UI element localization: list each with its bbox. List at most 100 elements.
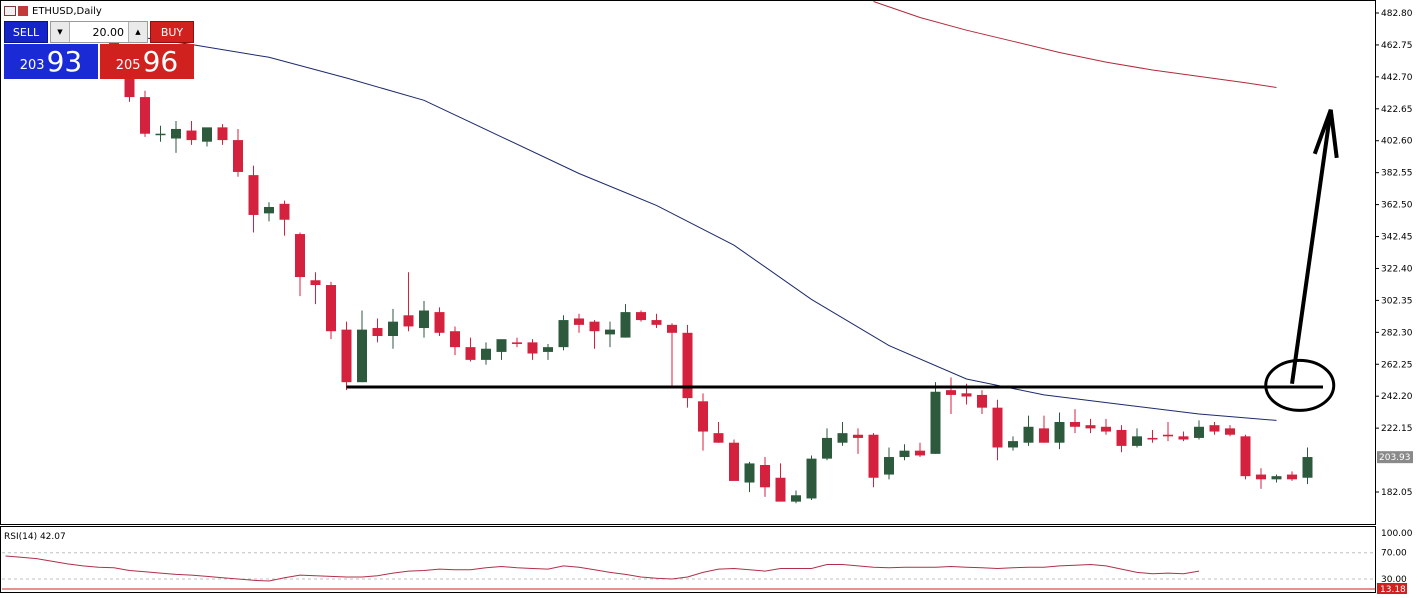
candle-body <box>1163 434 1173 437</box>
candle-body <box>899 450 910 458</box>
candle-body <box>1054 422 1065 443</box>
rsi-tick-label: 70.00 <box>1381 549 1407 559</box>
candle-body <box>496 339 507 352</box>
candle-body <box>543 347 553 352</box>
candle-body <box>946 390 956 395</box>
candle-body <box>295 234 305 278</box>
candle-body <box>1147 437 1158 440</box>
price-axis: 482.80 462.75 442.70 422.65 402.60 382.55 362.… <box>1375 9 1413 595</box>
candle-body <box>961 393 972 397</box>
candle-body <box>357 329 367 383</box>
buy-price[interactable]: 205 96 <box>100 44 194 79</box>
candle-body <box>341 329 352 383</box>
sell-price-small: 203 <box>19 58 45 73</box>
chart-window-icon <box>4 6 16 16</box>
sell-button[interactable]: SELL <box>4 21 48 43</box>
rsi-tick-label: 30.00 <box>1381 575 1407 585</box>
candle-body <box>124 62 135 98</box>
candle-body <box>310 280 321 286</box>
lot-size-input[interactable]: 20.00 <box>92 25 125 39</box>
chevron-down-icon[interactable]: ▼ <box>51 22 70 42</box>
candle-body <box>527 342 538 354</box>
candle-body <box>791 495 801 502</box>
candle-body <box>775 477 786 502</box>
candle-body <box>760 465 770 488</box>
current-price-tag <box>1377 451 1413 464</box>
candle-body <box>465 347 476 360</box>
candle-body <box>1256 474 1266 480</box>
candle-body <box>202 127 212 142</box>
arrow-head <box>1312 109 1339 159</box>
candle-body <box>264 206 274 214</box>
price-pane[interactable] <box>109 1 1339 504</box>
candle-body <box>1132 436 1142 446</box>
sell-price-big: 93 <box>46 45 83 78</box>
y-tick-label: 342.45 <box>1381 233 1413 243</box>
candle-body <box>589 321 600 332</box>
candle-body <box>1023 426 1034 443</box>
rsi-tick-label: 100.00 <box>1381 529 1413 539</box>
buy-price-small: 205 <box>115 58 141 73</box>
annotation-circle <box>1264 358 1336 412</box>
candle-body <box>1101 426 1111 432</box>
current-price-label: 203.93 <box>1379 453 1411 463</box>
candle-body <box>1209 425 1220 432</box>
candle-body <box>419 310 429 329</box>
sell-price[interactable]: 203 93 <box>4 44 98 79</box>
y-tick-label: 362.50 <box>1381 201 1413 211</box>
candle-body <box>279 203 290 220</box>
candle-body <box>1178 436 1189 440</box>
rsi-current-tag <box>1377 583 1407 594</box>
buy-price-big: 96 <box>142 45 179 78</box>
buy-button[interactable]: BUY <box>150 21 194 43</box>
candle-body <box>1039 428 1049 443</box>
rsi-pane-frame <box>0 526 1376 593</box>
rsi-pane[interactable] <box>2 552 1375 590</box>
chart-title: ETHUSD,Daily <box>32 5 102 17</box>
candle-body <box>248 175 259 215</box>
y-tick-label: 402.60 <box>1381 137 1413 147</box>
candle-body <box>744 463 755 483</box>
candle-body <box>1225 428 1235 435</box>
candle-body <box>868 434 879 478</box>
y-tick-label: 282.30 <box>1381 328 1413 338</box>
chart-title-bar: ETHUSD,Daily <box>4 3 102 19</box>
y-tick-label: 322.40 <box>1381 264 1413 274</box>
candle-body <box>140 97 150 134</box>
ma-slow-line <box>873 1 1277 88</box>
candle-body <box>1271 476 1282 480</box>
y-tick-label: 482.80 <box>1381 9 1413 19</box>
candle-body <box>1194 426 1204 438</box>
candle-body <box>853 434 863 438</box>
candle-body <box>884 457 894 475</box>
annotation-arrow <box>1290 109 1333 385</box>
y-tick-label: 382.55 <box>1381 169 1413 179</box>
one-click-trading-panel: SELL ▼ 20.00 ▲ BUY 203 93 205 96 <box>4 21 194 79</box>
candle-body <box>326 285 336 332</box>
candle-body <box>1116 429 1127 446</box>
chevron-up-icon[interactable]: ▲ <box>128 22 147 42</box>
candle-body <box>1008 441 1018 448</box>
y-tick-label: 242.20 <box>1381 392 1413 402</box>
sell-button-label: SELL <box>12 25 40 39</box>
candle-body <box>558 320 569 348</box>
candle-body <box>605 329 615 335</box>
candle-body <box>450 331 460 348</box>
y-tick-label: 422.65 <box>1381 105 1413 115</box>
rsi-current-label: 13.18 <box>1380 585 1406 595</box>
y-tick-label: 302.35 <box>1381 296 1413 306</box>
candle-body <box>930 391 941 454</box>
symbol-icon <box>18 6 28 16</box>
y-tick-label: 262.25 <box>1381 360 1413 370</box>
candle-body <box>217 127 228 141</box>
candle-body <box>1240 436 1251 477</box>
candle-body <box>1085 425 1096 429</box>
price-pane-frame <box>0 0 1376 525</box>
candle-body <box>620 312 631 338</box>
rsi-label: RSI(14) 42.07 <box>4 532 66 542</box>
candle-body <box>186 130 197 141</box>
candle-body <box>651 320 662 325</box>
lot-size-stepper[interactable]: ▼ 20.00 ▲ <box>50 21 148 43</box>
candle-body <box>403 315 414 327</box>
